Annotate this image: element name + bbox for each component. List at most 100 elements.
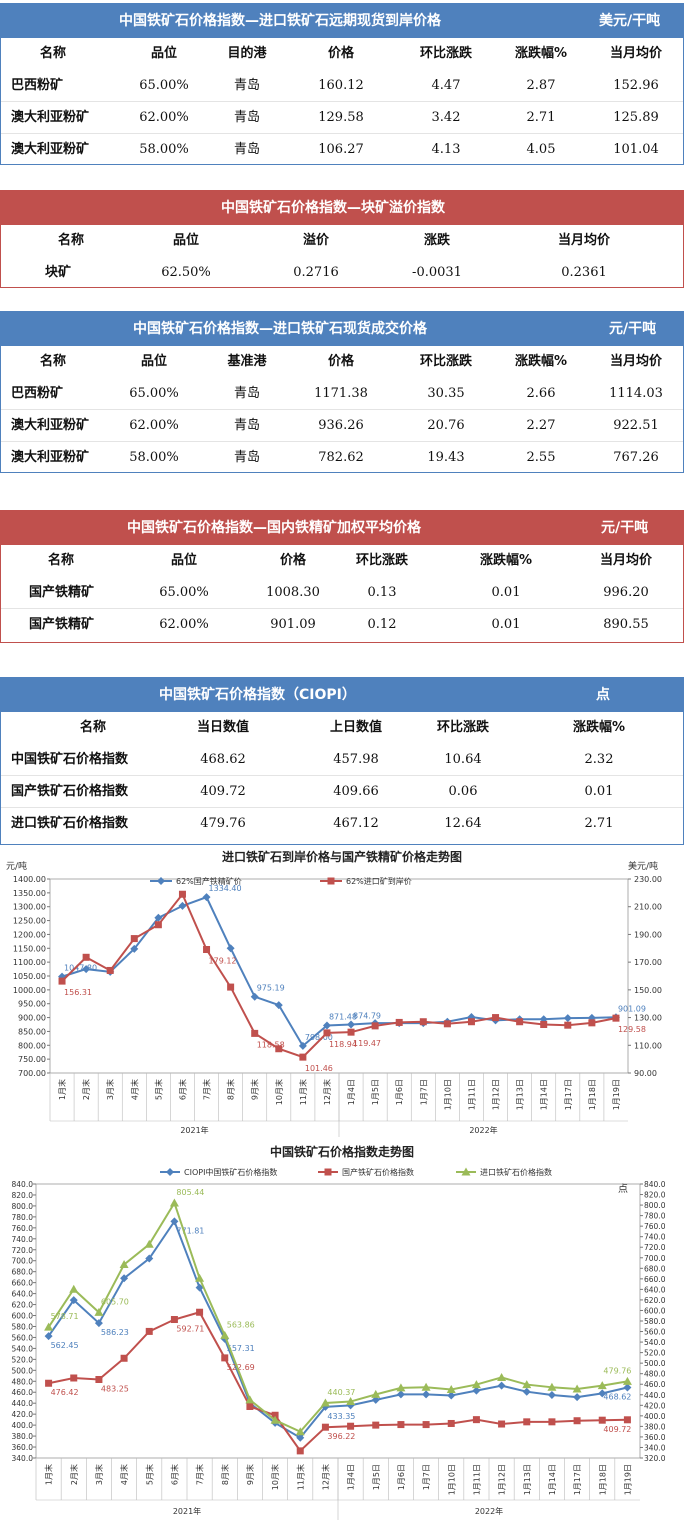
y-right-tick-label: 420.0 [644, 1401, 666, 1410]
table-row: 进口铁矿石价格指数 479.76 467.12 12.64 2.71 [1, 808, 683, 840]
data-point [296, 1447, 304, 1455]
x-tick-label: 1月13日 [516, 1079, 525, 1110]
x-tick-label: 1月10日 [447, 1464, 456, 1495]
y-tick-label: 440.0 [12, 1399, 34, 1408]
legend-marker [461, 1167, 471, 1176]
table-header: 中国铁矿石价格指数—国内铁精矿加权平均价格 元/干吨 [1, 511, 683, 545]
data-point [106, 966, 114, 974]
table-row: 块矿 62.50% 0.2716 -0.0031 0.2361 [1, 257, 683, 289]
column-header-row: 名称 品位 基准港 价格 环比涨跌 涨跌幅% 当月均价 [1, 346, 683, 378]
row-name: 进口铁矿石价格指数 [11, 816, 129, 831]
table-cell: 936.26 [318, 418, 364, 433]
y-tick-label: 1100.00 [13, 958, 46, 967]
table-cell: 65.00% [139, 78, 189, 93]
x-tick-label: 1月5日 [371, 1079, 380, 1105]
data-point [250, 992, 259, 1001]
row-name: 澳大利亚粉矿 [11, 142, 90, 157]
table-cell: 0.01 [491, 585, 521, 600]
y-tick-label: 500.0 [12, 1366, 34, 1375]
y-tick-label: 340.0 [12, 1454, 34, 1463]
row-name: 澳大利亚粉矿 [11, 110, 90, 125]
table-row: 巴西粉矿 65.00% 青岛 160.12 4.47 2.87 152.96 [1, 70, 683, 102]
x-tick-label: 4月末 [119, 1464, 129, 1485]
y-right-tick-label: 360.0 [644, 1433, 666, 1442]
data-point [540, 1021, 548, 1028]
table-cell: 106.27 [318, 142, 364, 157]
series-line [61, 895, 616, 1048]
data-point [446, 1385, 456, 1393]
data-point [196, 1308, 204, 1316]
data-label: 871.48 [329, 1012, 357, 1021]
x-tick-label: 1月7日 [422, 1464, 431, 1490]
x-tick-label: 1月18日 [588, 1079, 597, 1110]
table-title: 中国铁矿石价格指数—进口铁矿石远期现货到岸价格 [119, 13, 441, 29]
data-point [564, 1021, 572, 1029]
data-point [145, 1327, 153, 1335]
table-header: 中国铁矿石价格指数（CIOPI） 点 [1, 678, 683, 712]
y-tick-label: 640.0 [12, 1290, 34, 1299]
row-name: 澳大利亚粉矿 [11, 450, 90, 465]
table-row: 澳大利亚粉矿 58.00% 青岛 782.62 19.43 2.55 767.26 [1, 442, 683, 474]
data-label: 476.42 [51, 1388, 79, 1397]
x-tick-label: 1月14日 [540, 1079, 549, 1110]
table-title: 中国铁矿石价格指数—国内铁精矿加权平均价格 [127, 520, 421, 536]
table-cell: 0.2361 [561, 265, 607, 280]
data-point [170, 1217, 179, 1226]
x-tick-label: 1月17日 [564, 1079, 573, 1110]
table-row: 中国铁矿石价格指数 468.62 457.98 10.64 2.32 [1, 744, 683, 776]
table-cell: 青岛 [233, 142, 261, 157]
chart-title: 进口铁矿石到岸价格与国产铁精矿价格走势图 [222, 849, 462, 864]
table-cell: 青岛 [233, 450, 261, 465]
table-cell: 65.00% [129, 386, 179, 401]
y-right-tick-label: 400.0 [644, 1412, 666, 1421]
table-unit: 点 [596, 687, 610, 703]
x-tick-label: 1月7日 [419, 1079, 428, 1105]
data-point [623, 1416, 631, 1424]
data-label: 1334.40 [209, 884, 242, 893]
data-point [94, 1319, 103, 1328]
x-tick-label: 1月5日 [372, 1464, 381, 1490]
chart-index-trend: 中国铁矿石价格指数走势图点 340.0 360.0 380.0 400.0 420.0 44… [0, 1140, 684, 1523]
table-cell: 129.58 [318, 110, 364, 125]
table-cell: 2.87 [526, 78, 556, 93]
column-header: 品位 [170, 553, 198, 568]
data-point [422, 1390, 431, 1399]
y-right-tick-label: 620.0 [644, 1296, 666, 1305]
column-header: 当月均价 [609, 354, 663, 369]
data-point [130, 944, 139, 953]
column-header: 环比涨跌 [436, 720, 490, 735]
data-point [421, 1382, 431, 1391]
table-cell: 62.00% [159, 617, 209, 632]
table-cell: 青岛 [233, 110, 261, 125]
table-cell: 922.51 [613, 418, 659, 433]
data-label: 483.25 [101, 1384, 129, 1393]
table-cell: 62.00% [129, 418, 179, 433]
row-name: 国产铁矿石价格指数 [11, 784, 129, 799]
data-point [598, 1389, 607, 1398]
column-header: 价格 [327, 46, 355, 61]
legend-label: 国产铁矿石价格指数 [342, 1167, 414, 1177]
column-header: 涨跌幅% [514, 46, 568, 61]
table-cell: 0.01 [584, 784, 614, 799]
data-point [588, 1019, 596, 1027]
data-point [69, 1296, 78, 1305]
data-point [119, 1260, 129, 1269]
table-cell: 152.96 [613, 78, 659, 93]
series-line [47, 1200, 628, 1433]
x-tick-label: 12月末 [322, 1079, 332, 1105]
table-cell: 65.00% [159, 585, 209, 600]
y-right-tick-label: 560.0 [644, 1328, 666, 1337]
table-cell: 0.13 [367, 585, 397, 600]
data-point [220, 1330, 230, 1339]
data-point [320, 1398, 330, 1407]
y-right-tick-label: 820.0 [644, 1191, 666, 1200]
x-tick-label: 9月末 [245, 1464, 255, 1485]
y-right-tick-label: 680.0 [644, 1264, 666, 1273]
column-header-row: 名称 品位 目的港 价格 环比涨跌 涨跌幅% 当月均价 [1, 38, 683, 70]
column-header: 当月均价 [609, 46, 663, 61]
x-tick-label: 1月10日 [443, 1079, 452, 1110]
x-tick-label: 1月6日 [395, 1079, 404, 1105]
x-tick-label: 3月末 [105, 1079, 115, 1100]
y-tick-label: 400.0 [12, 1421, 34, 1430]
